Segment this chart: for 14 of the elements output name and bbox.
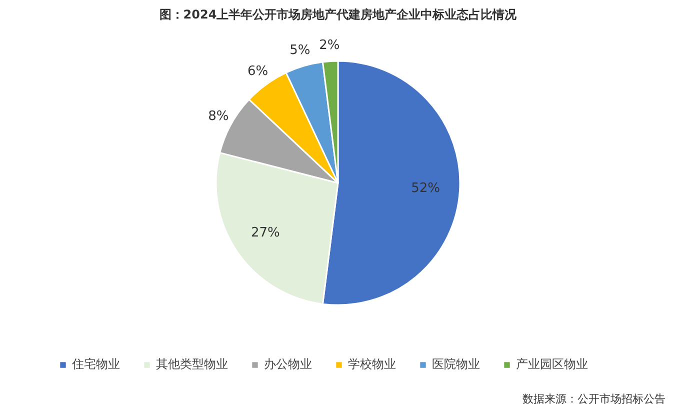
data-label: 2% <box>319 38 340 53</box>
source-note: 数据来源：公开市场招标公告 <box>522 392 666 406</box>
data-label: 52% <box>411 181 440 196</box>
chart-title: 图：2024上半年公开市场房地产代建房地产企业中标业态占比情况 <box>159 8 518 22</box>
data-label: 8% <box>208 109 229 124</box>
legend-label: 产业园区物业 <box>516 356 588 373</box>
data-label: 27% <box>250 225 280 240</box>
data-label: 5% <box>290 42 310 58</box>
legend-label: 办公物业 <box>264 356 312 373</box>
legend-label: 医院物业 <box>432 356 480 373</box>
legend-label: 其他类型物业 <box>156 356 228 373</box>
data-label: 6% <box>247 64 268 79</box>
legend-label: 住宅物业 <box>72 356 120 373</box>
legend-label: 学校物业 <box>348 356 396 373</box>
